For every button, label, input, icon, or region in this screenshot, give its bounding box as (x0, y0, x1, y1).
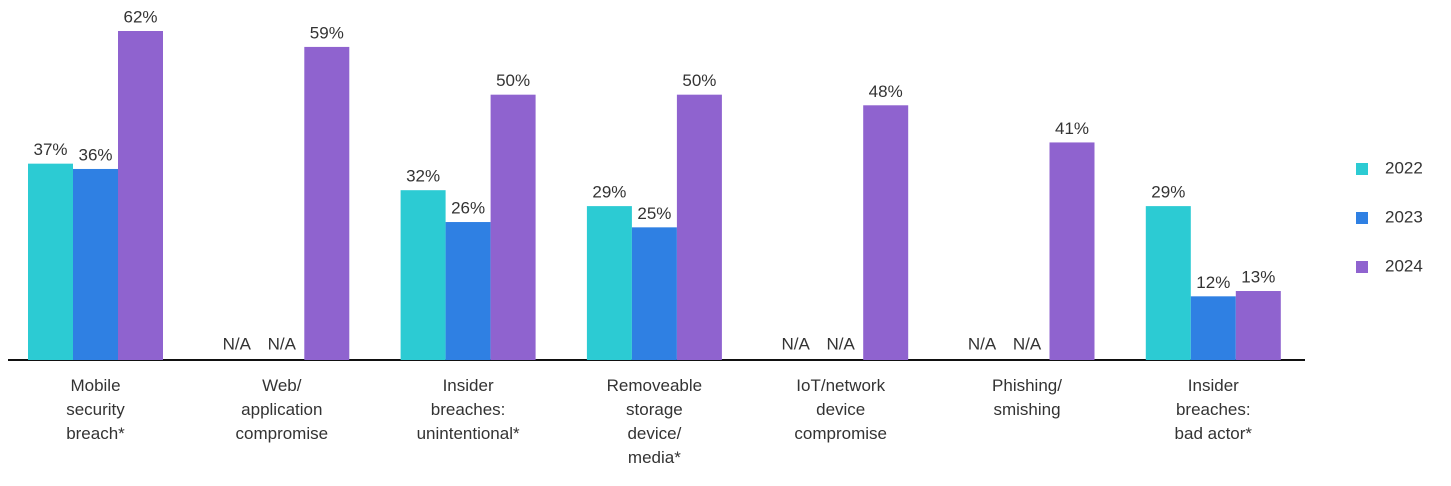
bar (445, 222, 491, 360)
x-tick-label: Removeable storage device/ media* (606, 376, 703, 467)
bar (304, 46, 350, 361)
legend-swatch (1356, 212, 1368, 224)
value-label: 41% (1055, 119, 1089, 138)
bar (118, 31, 163, 360)
legend-swatch (1356, 261, 1368, 273)
bar (676, 94, 722, 360)
bar (863, 105, 909, 361)
bar (73, 168, 118, 360)
value-label: 12% (1196, 273, 1230, 292)
value-label: 25% (637, 204, 671, 223)
legend-label: 2023 (1385, 207, 1423, 226)
legend-swatch (1356, 163, 1368, 175)
value-label: 13% (1241, 268, 1275, 287)
legend-label: 2022 (1385, 158, 1423, 177)
bar (400, 190, 446, 360)
value-label: N/A (1013, 334, 1042, 353)
value-label: 36% (78, 145, 112, 164)
bar (1145, 206, 1191, 360)
value-label: 62% (123, 7, 157, 26)
value-label: 37% (33, 140, 67, 159)
value-label: 59% (310, 23, 344, 42)
x-tick-label: Phishing/ smishing (992, 376, 1062, 419)
bar (586, 206, 632, 360)
legend-label: 2024 (1385, 256, 1423, 275)
x-tick-label: Insider breaches: bad actor* (1174, 376, 1253, 443)
value-label: N/A (827, 334, 856, 353)
bar (1049, 142, 1095, 360)
value-label: N/A (268, 334, 297, 353)
bar (1235, 291, 1281, 360)
x-tick-label: Web/ application compromise (235, 376, 329, 443)
x-tick-label: Insider breaches: unintentional* (416, 376, 520, 443)
bar (28, 163, 73, 360)
value-label: N/A (782, 334, 811, 353)
bar (490, 94, 536, 360)
value-label: 48% (869, 82, 903, 101)
value-label: 29% (592, 183, 626, 202)
x-tick-label: Mobile security breach* (66, 376, 125, 443)
bar (631, 227, 677, 360)
x-tick-label: IoT/network device compromise (794, 376, 887, 443)
value-label: 29% (1151, 183, 1185, 202)
value-label: N/A (223, 334, 252, 353)
value-label: 50% (496, 71, 530, 90)
value-label: 32% (406, 167, 440, 186)
value-label: 50% (682, 71, 716, 90)
bar (1190, 296, 1236, 360)
value-label: 26% (451, 199, 485, 218)
value-label: N/A (968, 334, 997, 353)
